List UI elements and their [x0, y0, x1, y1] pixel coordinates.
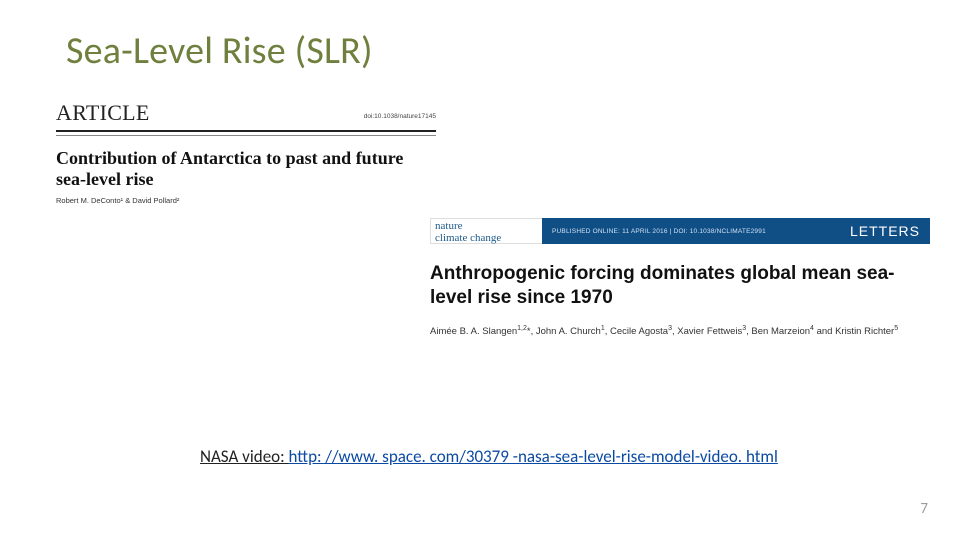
footer-link-url[interactable]: http: //www. space. com/30379 -nasa-sea-…	[289, 446, 778, 467]
article-2: nature climate change PUBLISHED ONLINE: …	[430, 218, 930, 338]
page-title: Sea-Level Rise (SLR)	[66, 28, 373, 74]
article-2-journal-line2: climate change	[435, 233, 538, 245]
article-1-title: Contribution of Antarctica to past and f…	[56, 148, 436, 190]
article-2-letters-label: LETTERS	[850, 223, 920, 239]
article-2-title: Anthropogenic forcing dominates global m…	[430, 262, 930, 310]
article-1-rule-thin	[56, 135, 436, 136]
article-1-doi: doi:10.1038/nature17145	[364, 113, 436, 120]
article-2-banner: nature climate change PUBLISHED ONLINE: …	[430, 218, 930, 244]
footer-link-label: NASA video:	[200, 446, 289, 467]
article-1-rule-thick	[56, 130, 436, 132]
article-2-pub-info: PUBLISHED ONLINE: 11 APRIL 2016 | DOI: 1…	[552, 228, 766, 235]
article-2-journal: nature climate change	[430, 218, 542, 244]
page-number: 7	[920, 500, 928, 518]
article-1-authors: Robert M. DeConto¹ & David Pollard²	[56, 196, 436, 205]
article-2-authors: Aimée B. A. Slangen1,2*, John A. Church1…	[430, 324, 930, 338]
slide: Sea-Level Rise (SLR) ARTICLE doi:10.1038…	[0, 0, 960, 540]
footer-link: NASA video: http: //www. space. com/3037…	[200, 446, 778, 467]
article-1: ARTICLE doi:10.1038/nature17145 Contribu…	[56, 100, 436, 205]
article-2-bluebar: PUBLISHED ONLINE: 11 APRIL 2016 | DOI: 1…	[542, 218, 930, 244]
article-2-journal-line1: nature	[435, 221, 538, 233]
